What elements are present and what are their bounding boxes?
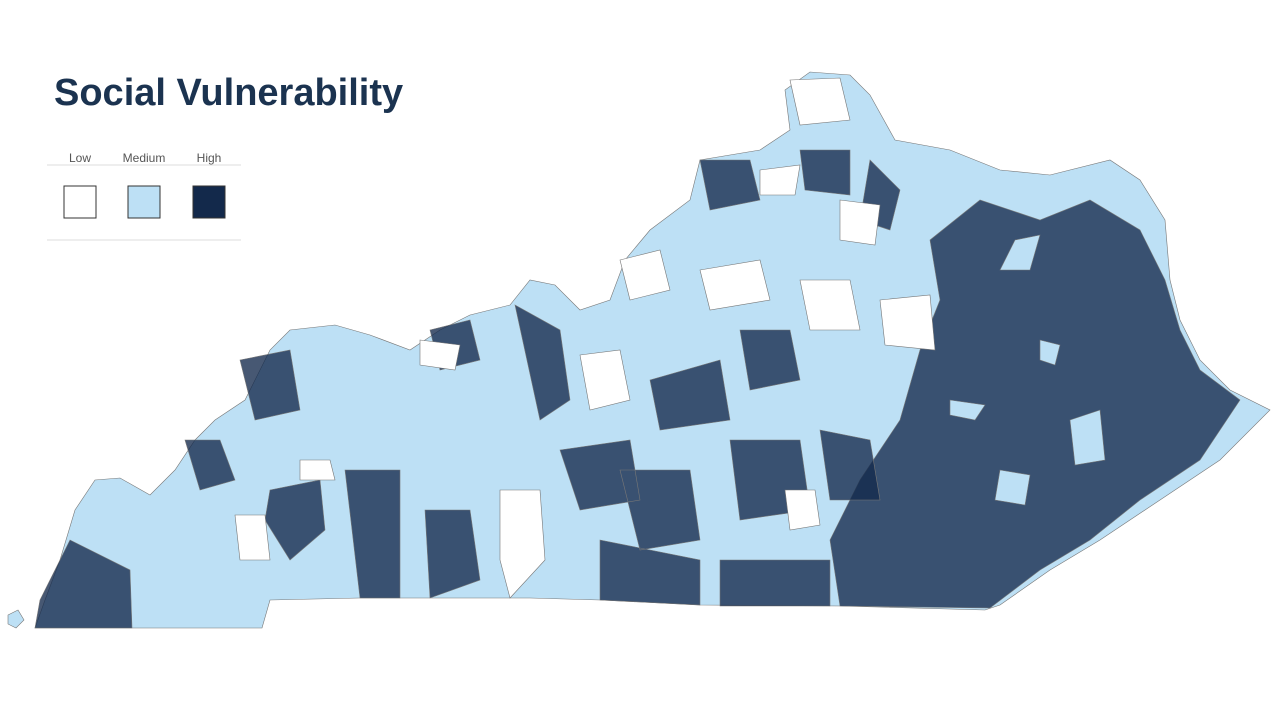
title: Social Vulnerability xyxy=(54,72,404,114)
region-east xyxy=(829,199,1241,609)
region xyxy=(949,234,1106,506)
legend-swatch xyxy=(63,185,97,219)
region xyxy=(234,77,936,599)
legend-swatch xyxy=(127,185,161,219)
island xyxy=(7,609,25,629)
legend-label: Low xyxy=(69,151,91,165)
legend-label: Medium xyxy=(123,151,166,165)
kentucky xyxy=(7,71,1271,629)
legend-label: High xyxy=(197,151,222,165)
legend-swatch xyxy=(192,185,226,219)
legend: Low Medium High xyxy=(47,151,241,241)
